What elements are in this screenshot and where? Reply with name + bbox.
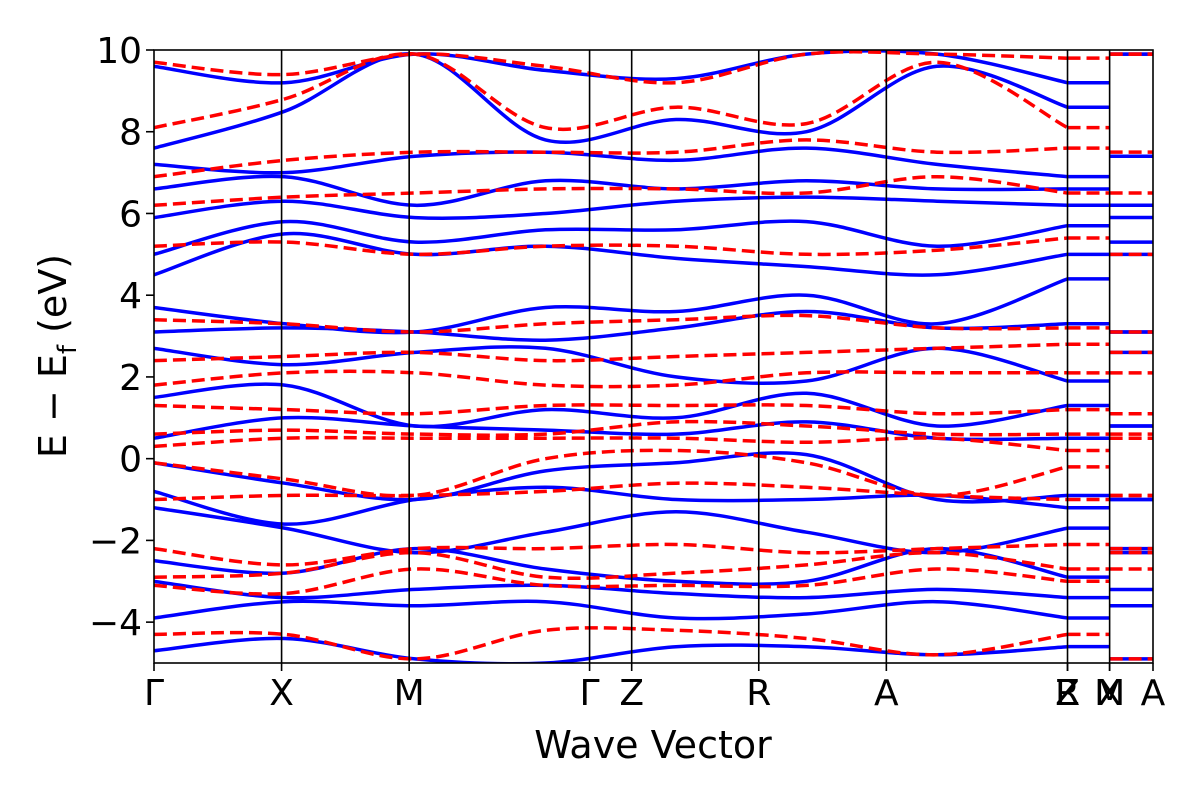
dashed-band-12	[154, 236, 1068, 257]
dashed-band-series	[154, 50, 1153, 661]
dashed-band-7	[154, 419, 1068, 437]
y-axis-label: E − Ef (eV)	[31, 254, 83, 458]
dashed-band-16	[154, 50, 1068, 85]
dashed-band-15	[154, 51, 1069, 131]
x-tick-label: X	[1097, 673, 1122, 714]
solid-band-2	[154, 579, 1068, 600]
y-axis-ticks: −4 −2 0 2 4 6 8 10	[89, 31, 154, 644]
band-lines	[154, 50, 1153, 663]
dashed-band-1	[154, 567, 1068, 596]
dashed-band-8	[154, 403, 1068, 416]
y-tick-label: 10	[96, 31, 142, 72]
y-tick-label: −2	[89, 521, 142, 562]
dashed-band-0	[154, 626, 1068, 661]
solid-band-17	[154, 52, 1069, 150]
x-tick-label: Γ	[580, 673, 600, 714]
solid-band-13	[154, 219, 1068, 256]
solid-band-12	[154, 231, 1068, 277]
y-tick-label: 2	[119, 358, 142, 399]
x-tick-label: M	[394, 673, 425, 714]
x-tick-label: M	[1094, 673, 1125, 714]
y-tick-label: 6	[119, 194, 142, 235]
solid-band-0	[154, 636, 1068, 663]
solid-band-4	[154, 505, 1068, 555]
x-axis-label: Wave Vector	[534, 723, 772, 767]
dashed-band-6	[154, 435, 1068, 453]
x-axis-ticks: Γ X M Γ Z R A ZR XM A	[144, 663, 1166, 714]
dashed-band-3	[154, 542, 1068, 567]
x-tick-label: R	[746, 673, 771, 714]
x-tick-label: A	[874, 673, 899, 714]
solid-band-14	[154, 195, 1068, 220]
dashed-band-14	[154, 138, 1068, 179]
dashed-band-10	[154, 342, 1068, 363]
y-axis-label-unit: (eV)	[31, 254, 75, 345]
high-symmetry-lines	[280, 50, 1111, 663]
dashed-band-9	[154, 369, 1068, 389]
x-tick-label: Z	[619, 673, 644, 714]
y-tick-label: 8	[119, 113, 142, 154]
x-tick-label: X	[269, 673, 294, 714]
dashed-band-13	[154, 174, 1068, 208]
y-tick-label: 4	[119, 276, 142, 317]
y-tick-label: 0	[119, 440, 142, 481]
dashed-band-11	[154, 313, 1068, 334]
x-tick-label: Γ	[144, 673, 164, 714]
dashed-band-2	[154, 550, 1068, 581]
solid-band-15	[154, 174, 1068, 208]
x-tick-label: R	[1055, 673, 1080, 714]
plot-frame	[153, 49, 1154, 664]
y-tick-label: −4	[89, 603, 142, 644]
solid-band-1	[154, 599, 1068, 621]
solid-band-8	[154, 382, 1068, 429]
y-axis-label-main: E − E	[31, 354, 75, 458]
y-axis-label-subscript: f	[53, 344, 83, 354]
x-tick-label: A	[1141, 673, 1166, 714]
solid-band-16	[154, 146, 1068, 179]
solid-band-9	[154, 345, 1068, 386]
dashed-band-5	[154, 448, 1068, 498]
x-tick-label: Z	[1055, 673, 1080, 714]
